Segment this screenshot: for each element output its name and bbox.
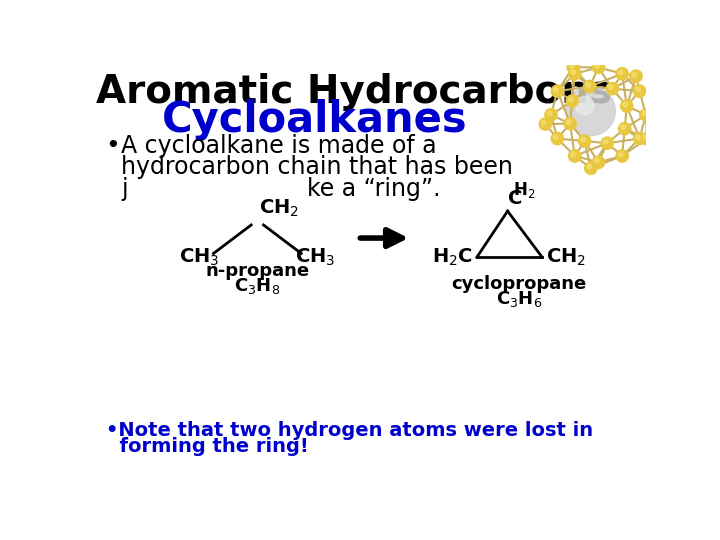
Circle shape	[564, 118, 576, 130]
Circle shape	[640, 109, 652, 121]
Circle shape	[569, 68, 581, 80]
Circle shape	[595, 64, 599, 68]
Circle shape	[616, 68, 629, 80]
Circle shape	[593, 156, 605, 168]
Circle shape	[583, 80, 596, 93]
Circle shape	[578, 135, 591, 147]
Circle shape	[541, 120, 546, 125]
Circle shape	[632, 72, 636, 77]
Circle shape	[552, 85, 564, 97]
Text: C$_3$H$_6$: C$_3$H$_6$	[496, 289, 542, 309]
Circle shape	[554, 134, 558, 139]
Text: Cycloalkanes: Cycloalkanes	[162, 99, 468, 141]
Circle shape	[616, 150, 629, 162]
Text: hydrocarbon chain that has been: hydrocarbon chain that has been	[121, 155, 513, 179]
Circle shape	[630, 70, 642, 82]
Text: CH$_3$: CH$_3$	[179, 247, 220, 268]
Circle shape	[552, 132, 564, 145]
Circle shape	[636, 134, 640, 139]
Text: j: j	[121, 177, 127, 201]
Circle shape	[581, 137, 585, 142]
Circle shape	[567, 120, 571, 124]
Circle shape	[571, 70, 575, 75]
Circle shape	[568, 97, 573, 102]
Circle shape	[643, 135, 647, 139]
Text: ke a “ring”.: ke a “ring”.	[307, 177, 441, 201]
Circle shape	[547, 111, 552, 116]
Circle shape	[603, 139, 608, 144]
Circle shape	[585, 162, 597, 174]
Circle shape	[606, 83, 618, 95]
Circle shape	[601, 137, 613, 150]
Text: H$_2$C: H$_2$C	[432, 247, 473, 268]
Circle shape	[567, 61, 580, 73]
Circle shape	[634, 85, 646, 97]
Circle shape	[634, 132, 646, 145]
Circle shape	[641, 132, 653, 145]
Circle shape	[623, 102, 628, 107]
Text: A cycloalkane is made of a: A cycloalkane is made of a	[121, 134, 437, 158]
Circle shape	[593, 61, 605, 73]
Circle shape	[621, 100, 633, 112]
Text: CH$_2$: CH$_2$	[546, 247, 586, 268]
Circle shape	[571, 152, 575, 157]
Circle shape	[554, 87, 558, 92]
Circle shape	[569, 150, 581, 162]
Text: forming the ring!: forming the ring!	[106, 437, 308, 456]
Text: •Note that two hydrogen atoms were lost in: •Note that two hydrogen atoms were lost …	[106, 421, 593, 440]
Circle shape	[566, 95, 578, 107]
Circle shape	[608, 85, 613, 90]
Text: Aromatic Hydrocarbons: Aromatic Hydrocarbons	[96, 73, 611, 111]
Text: C$_3$H$_8$: C$_3$H$_8$	[234, 276, 281, 296]
Text: C: C	[508, 189, 523, 208]
Text: •: •	[106, 134, 120, 158]
Circle shape	[586, 83, 590, 87]
Text: CH$_3$: CH$_3$	[295, 247, 336, 268]
Circle shape	[539, 118, 552, 130]
Circle shape	[570, 63, 574, 68]
Circle shape	[621, 125, 626, 130]
Circle shape	[587, 164, 592, 169]
Text: CH$_2$: CH$_2$	[259, 198, 299, 219]
Circle shape	[618, 152, 623, 157]
Circle shape	[566, 86, 616, 136]
Text: H$_2$: H$_2$	[513, 180, 536, 200]
Circle shape	[642, 111, 647, 116]
Circle shape	[595, 158, 599, 163]
Circle shape	[618, 70, 623, 75]
Circle shape	[545, 109, 557, 121]
Circle shape	[575, 96, 594, 115]
Text: n-propane: n-propane	[205, 262, 310, 280]
Circle shape	[618, 123, 631, 135]
Circle shape	[636, 87, 640, 92]
Text: cyclopropane: cyclopropane	[451, 275, 587, 293]
